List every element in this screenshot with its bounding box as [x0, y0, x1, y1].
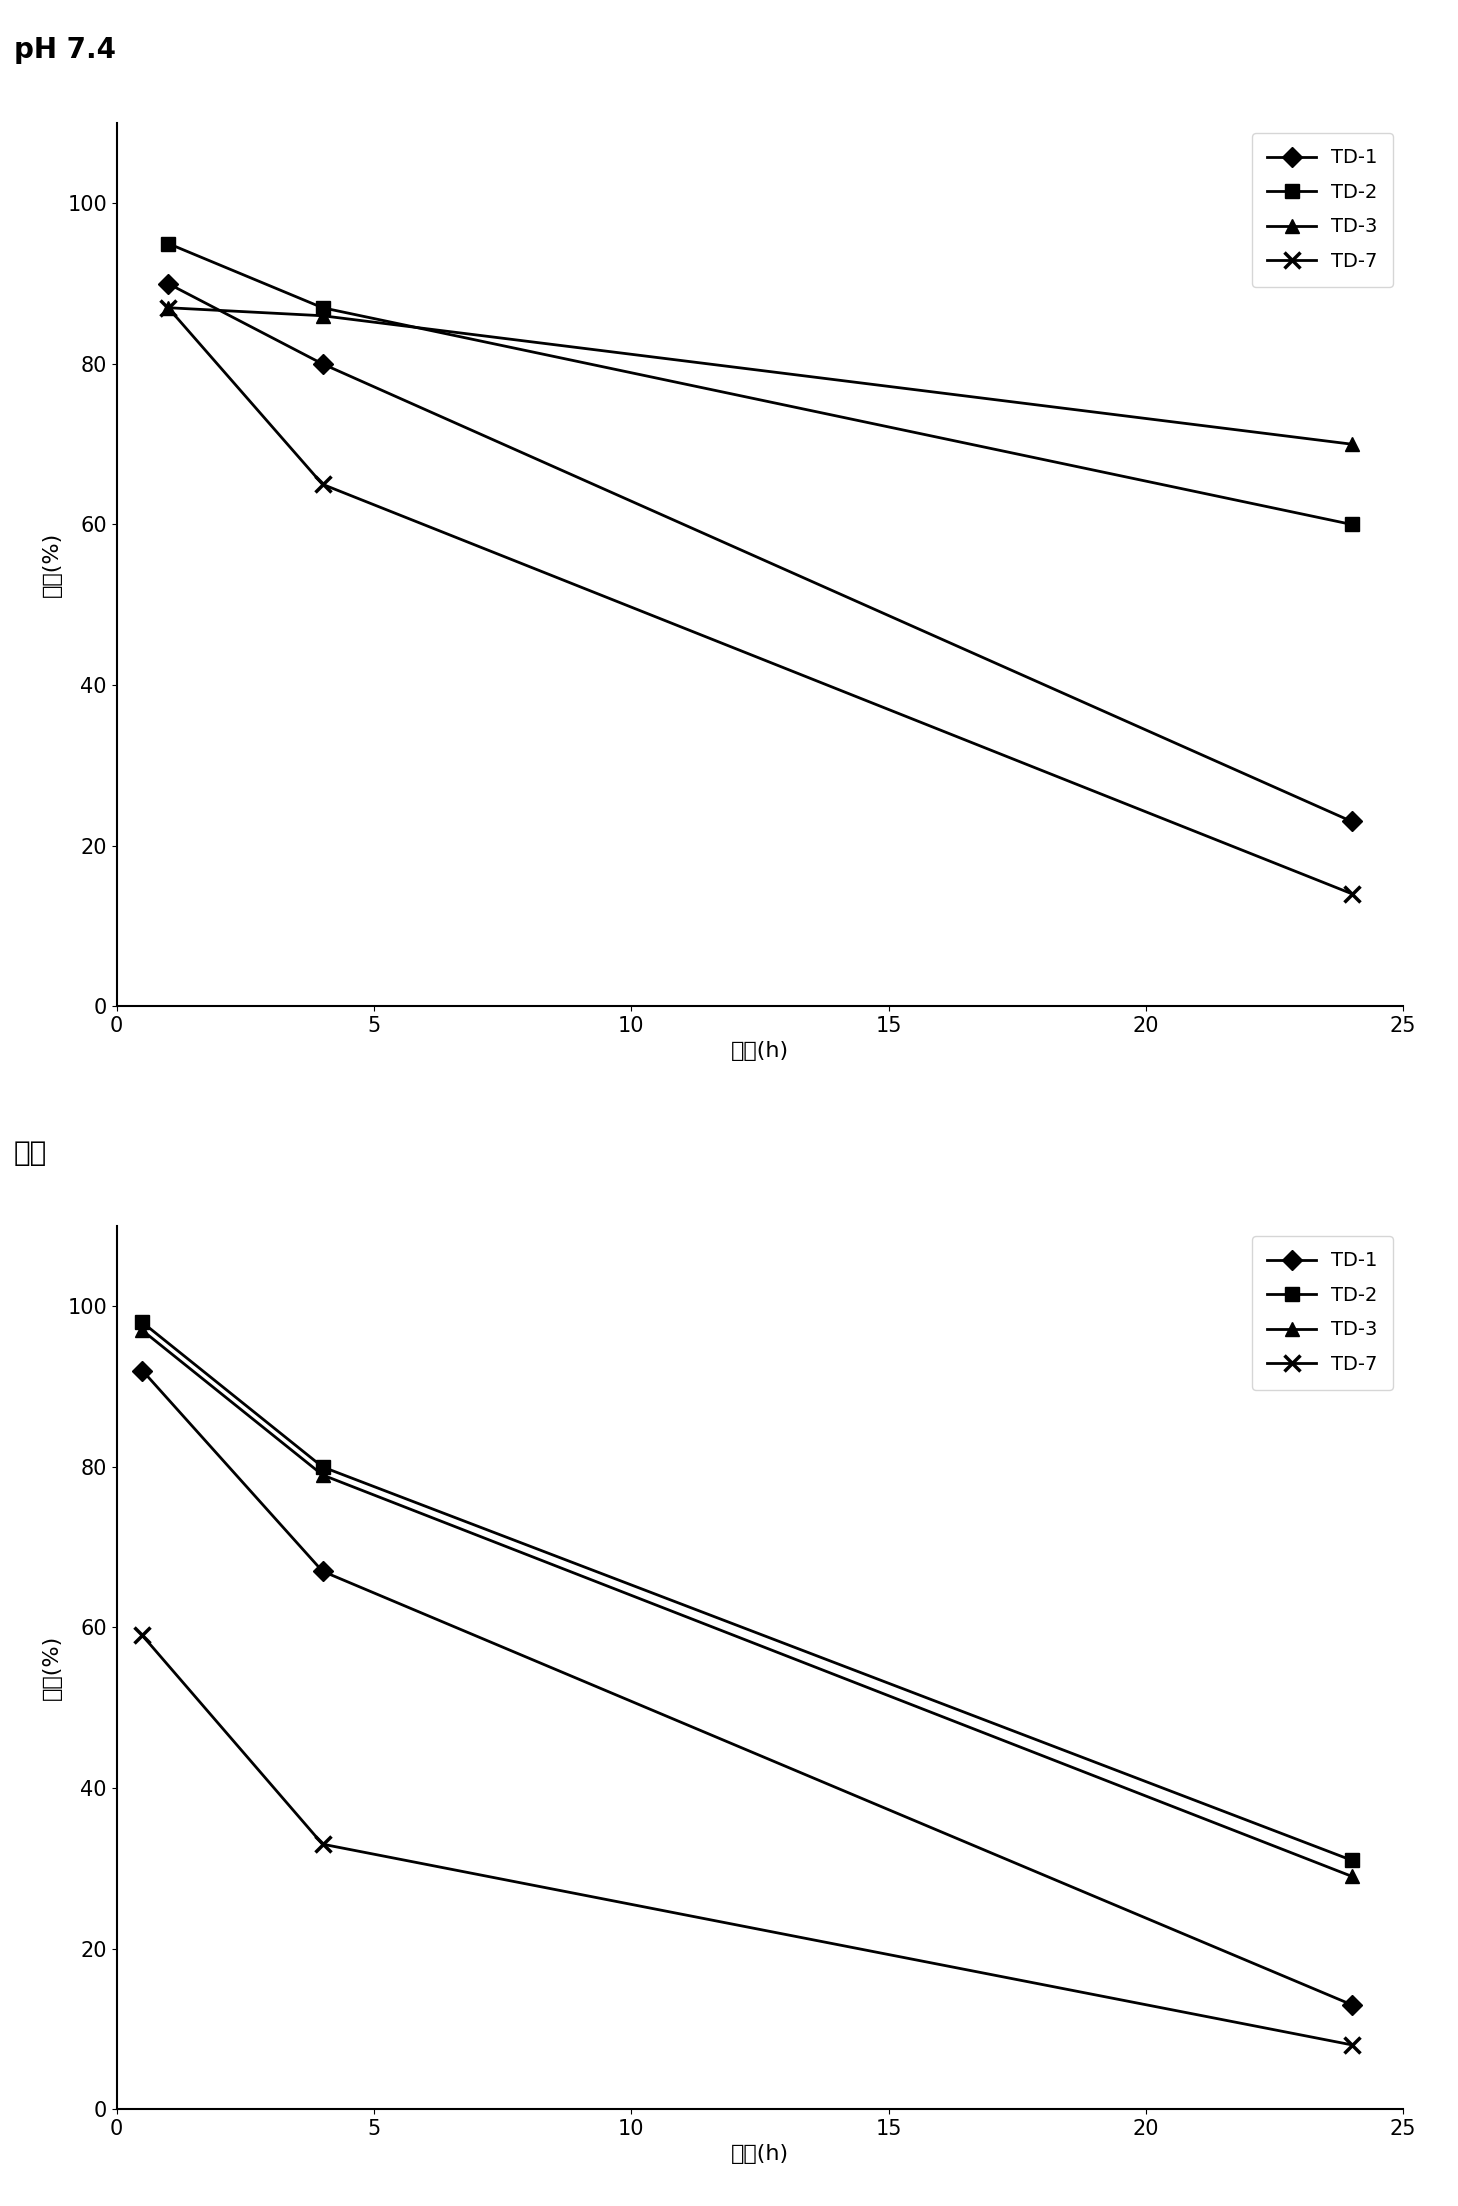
Legend: TD-1, TD-2, TD-3, TD-7: TD-1, TD-2, TD-3, TD-7	[1252, 1235, 1394, 1390]
Line: TD-3: TD-3	[136, 1324, 1359, 1884]
TD-1	[313, 1557, 331, 1584]
TD-2	[134, 1308, 152, 1335]
TD-7	[313, 1831, 331, 1857]
TD-3	[134, 1317, 152, 1343]
TD-2	[313, 293, 331, 320]
TD-1	[1343, 1992, 1360, 2018]
Text: 血浆: 血浆	[13, 1138, 47, 1167]
Line: TD-2: TD-2	[136, 1315, 1359, 1866]
TD-3	[313, 1463, 331, 1489]
Line: TD-3: TD-3	[162, 300, 1359, 450]
Line: TD-1: TD-1	[162, 276, 1359, 829]
TD-1	[1343, 807, 1360, 834]
Text: pH 7.4: pH 7.4	[13, 35, 115, 64]
TD-7	[1343, 2032, 1360, 2058]
TD-2	[1343, 512, 1360, 538]
TD-1	[159, 271, 176, 298]
Line: TD-7: TD-7	[134, 1628, 1360, 2054]
TD-3	[1343, 430, 1360, 457]
TD-1	[134, 1357, 152, 1383]
Y-axis label: 水解(%): 水解(%)	[42, 1635, 61, 1701]
TD-7	[313, 472, 331, 499]
TD-2	[313, 1454, 331, 1480]
TD-3	[313, 302, 331, 329]
TD-2	[1343, 1846, 1360, 1873]
TD-3	[159, 293, 176, 320]
TD-2	[159, 229, 176, 256]
TD-7	[134, 1621, 152, 1648]
X-axis label: 时间(h): 时间(h)	[730, 2144, 789, 2164]
Legend: TD-1, TD-2, TD-3, TD-7: TD-1, TD-2, TD-3, TD-7	[1252, 132, 1394, 287]
Line: TD-7: TD-7	[160, 300, 1360, 902]
TD-7	[1343, 880, 1360, 907]
TD-1	[313, 351, 331, 377]
Line: TD-2: TD-2	[162, 236, 1359, 532]
TD-7	[159, 293, 176, 320]
TD-3	[1343, 1864, 1360, 1891]
Y-axis label: 水解(%): 水解(%)	[42, 532, 61, 598]
Line: TD-1: TD-1	[136, 1363, 1359, 2012]
X-axis label: 时间(h): 时间(h)	[730, 1041, 789, 1061]
